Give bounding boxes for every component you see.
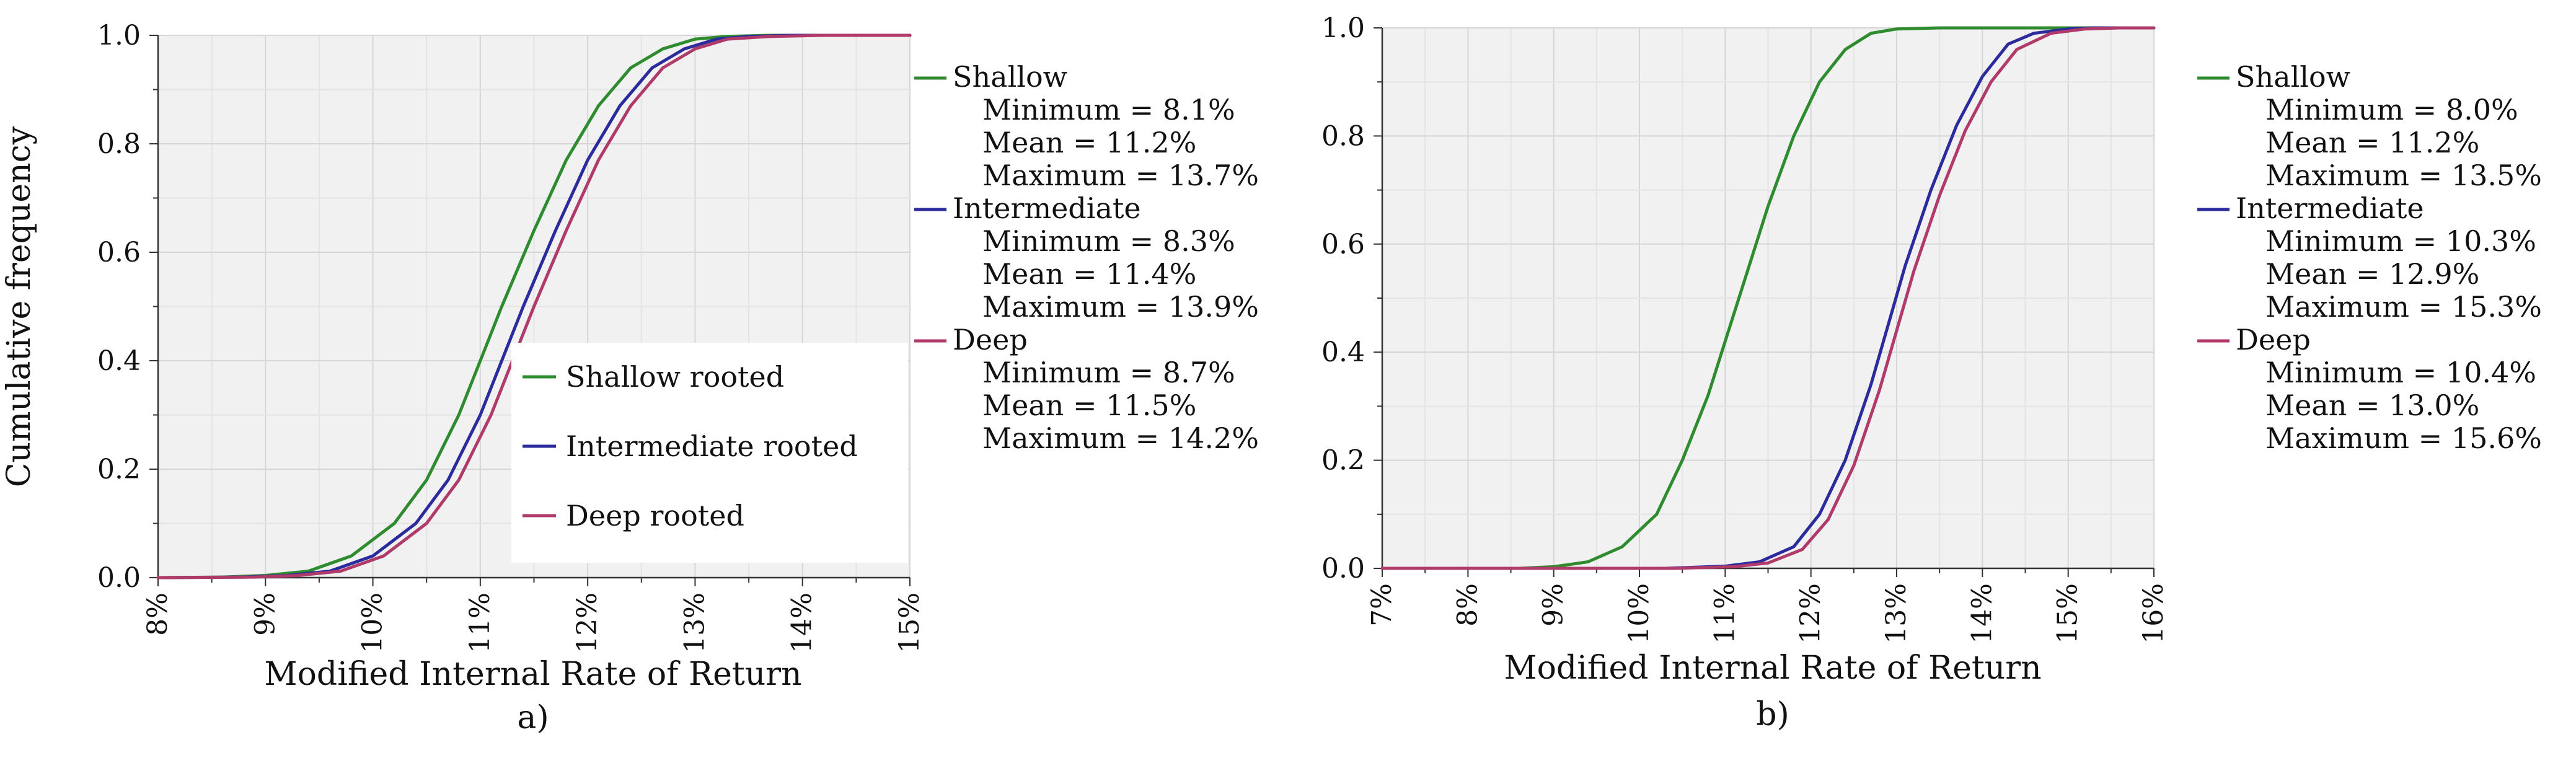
stats-value: Maximum = 14.2% xyxy=(982,421,1259,455)
stats-series-name: Intermediate xyxy=(2236,192,2424,225)
stats-value: Mean = 11.5% xyxy=(982,389,1196,422)
x-tick-label: 12% xyxy=(571,593,603,653)
x-tick-label: 7% xyxy=(1366,583,1398,627)
x-tick-label: 12% xyxy=(1795,583,1827,644)
stats-value: Minimum = 8.0% xyxy=(2265,93,2518,126)
panel-caption: a) xyxy=(517,699,549,736)
series-line xyxy=(156,33,912,580)
panel-caption: b) xyxy=(1756,696,1789,733)
series-line xyxy=(156,33,912,580)
stats-value: Mean = 11.2% xyxy=(2265,126,2479,159)
stats-value: Minimum = 8.1% xyxy=(982,93,1235,126)
stats-value: Mean = 11.4% xyxy=(982,257,1196,291)
stats-value: Mean = 12.9% xyxy=(2265,257,2479,291)
y-tick-label: 0.8 xyxy=(1321,120,1365,152)
y-tick-label: 0.2 xyxy=(97,454,141,485)
x-tick-label: 13% xyxy=(1881,583,1912,644)
x-tick-label: 15% xyxy=(2052,583,2084,644)
series-line xyxy=(1380,26,2156,570)
x-tick-label: 9% xyxy=(249,593,281,636)
x-tick-label: 8% xyxy=(1452,583,1483,627)
x-tick-label: 14% xyxy=(787,593,818,653)
stats-series-name: Deep xyxy=(2236,323,2311,356)
stats-value: Maximum = 13.9% xyxy=(982,290,1259,324)
x-axis-label: Modified Internal Rate of Return xyxy=(1504,650,2041,687)
y-tick-label: 0.6 xyxy=(1321,229,1365,260)
y-tick-label: 0.8 xyxy=(97,128,141,160)
x-tick-label: 15% xyxy=(894,593,925,653)
legend-label: Deep rooted xyxy=(566,499,744,532)
x-tick-label: 9% xyxy=(1538,583,1569,627)
x-tick-label: 11% xyxy=(1709,583,1740,644)
legend-label: Intermediate rooted xyxy=(566,430,858,463)
series-line xyxy=(1380,26,2156,570)
inner-legend-box xyxy=(511,343,908,563)
y-tick-label: 0.0 xyxy=(1321,553,1365,584)
legend-label: Shallow rooted xyxy=(566,360,784,394)
stats-value: Maximum = 15.3% xyxy=(2265,290,2542,324)
x-tick-label: 16% xyxy=(2138,583,2169,644)
y-tick-label: 0.6 xyxy=(97,237,141,268)
stats-value: Mean = 13.0% xyxy=(2265,389,2479,422)
x-tick-label: 14% xyxy=(1966,583,1998,644)
stats-value: Minimum = 8.3% xyxy=(982,224,1235,258)
x-tick-label: 13% xyxy=(679,593,710,653)
y-tick-label: 0.0 xyxy=(97,562,141,594)
stats-series-name: Shallow xyxy=(953,60,1067,94)
stats-value: Maximum = 13.7% xyxy=(982,159,1259,192)
stats-value: Minimum = 10.4% xyxy=(2265,356,2536,389)
x-tick-label: 11% xyxy=(464,593,496,653)
stats-value: Mean = 11.2% xyxy=(982,126,1196,159)
y-axis-label: Cumulative frequency xyxy=(1,126,38,487)
y-tick-label: 1.0 xyxy=(97,20,141,51)
stats-series-name: Deep xyxy=(953,323,1028,356)
x-tick-label: 10% xyxy=(1623,583,1655,644)
x-tick-label: 8% xyxy=(142,593,174,636)
x-tick-label: 10% xyxy=(357,593,389,653)
y-tick-label: 0.4 xyxy=(97,345,141,377)
y-tick-label: 0.4 xyxy=(1321,337,1365,368)
stats-value: Maximum = 13.5% xyxy=(2265,159,2542,192)
y-tick-label: 0.2 xyxy=(1321,445,1365,477)
y-tick-label: 1.0 xyxy=(1321,12,1365,44)
chart-panel-a: 0.0 0.2 0.4 0.6 0.8 1.0 8% 9% 10% 11% 12% 13% 14% 15%… xyxy=(1,20,1259,736)
stats-value: Minimum = 8.7% xyxy=(982,356,1235,389)
stats-series-name: Shallow xyxy=(2236,60,2350,94)
stats-value: Minimum = 10.3% xyxy=(2265,224,2536,258)
chart-panel-b: 0.0 0.2 0.4 0.6 0.8 1.0 7% 8% 9% 10% 11% 12% 13% 14% 1… xyxy=(1321,12,2542,733)
x-axis-label: Modified Internal Rate of Return xyxy=(264,656,801,693)
series-line xyxy=(1380,26,2156,570)
stats-series-name: Intermediate xyxy=(953,192,1141,225)
stats-value: Maximum = 15.6% xyxy=(2265,421,2542,455)
